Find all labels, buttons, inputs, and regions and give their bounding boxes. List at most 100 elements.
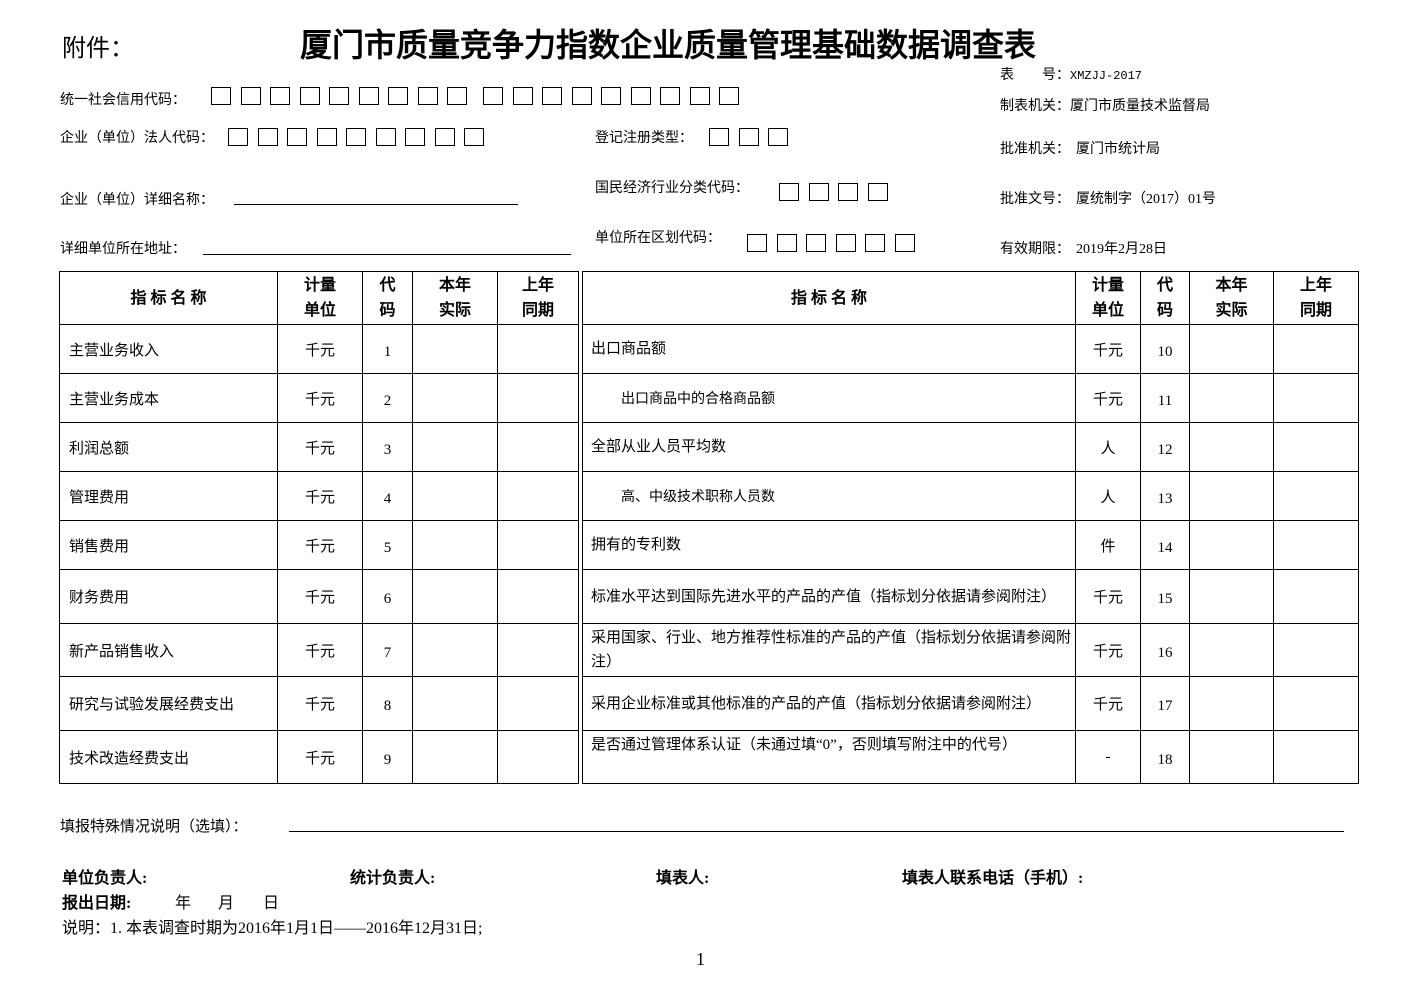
last-year-value-cell[interactable] <box>1273 324 1359 374</box>
current-value-cell[interactable] <box>412 569 498 624</box>
code-digit-box[interactable] <box>228 128 248 146</box>
last-year-value-cell[interactable] <box>1273 569 1359 624</box>
header-code-line2: 码 <box>379 302 396 319</box>
last-year-value-cell[interactable] <box>497 422 579 472</box>
address-input[interactable] <box>203 254 571 255</box>
table-row: 利润总额 千元 3 全部从业人员平均数人 12 <box>59 422 1359 472</box>
code-digit-box[interactable] <box>865 234 885 252</box>
code-digit-box[interactable] <box>709 128 729 146</box>
last-year-value-cell[interactable] <box>497 730 579 784</box>
industry-code-boxes[interactable] <box>779 183 897 201</box>
code-digit-box[interactable] <box>808 183 829 201</box>
code-digit-box[interactable] <box>434 128 455 146</box>
code-digit-box[interactable] <box>316 128 337 146</box>
code-digit-box[interactable] <box>447 87 467 105</box>
last-year-value-cell[interactable] <box>497 520 579 570</box>
code-digit-box[interactable] <box>835 234 856 252</box>
indicator-code: 5 <box>362 520 413 570</box>
indicator-code: 12 <box>1140 422 1190 472</box>
last-year-value-cell[interactable] <box>497 324 579 374</box>
code-digit-box[interactable] <box>601 87 621 105</box>
current-value-cell[interactable] <box>412 520 498 570</box>
last-year-value-cell[interactable] <box>1273 623 1359 677</box>
current-value-cell[interactable] <box>412 676 498 731</box>
indicator-unit: 件 <box>1075 520 1141 570</box>
code-digit-box[interactable] <box>894 234 915 252</box>
current-value-cell[interactable] <box>412 623 498 677</box>
current-value-cell[interactable] <box>412 471 498 521</box>
code-digit-box[interactable] <box>257 128 278 146</box>
code-digit-box[interactable] <box>660 87 680 105</box>
reg-type-boxes[interactable] <box>709 128 798 146</box>
code-digit-box[interactable] <box>240 87 261 105</box>
last-year-value-cell[interactable] <box>1273 373 1359 423</box>
code-digit-box[interactable] <box>571 87 592 105</box>
form-number-value: XMZJJ-2017 <box>1070 69 1143 83</box>
current-value-cell[interactable] <box>412 373 498 423</box>
current-value-cell[interactable] <box>1189 730 1274 784</box>
credit-code-boxes-1[interactable] <box>211 87 477 105</box>
current-value-cell[interactable] <box>412 422 498 472</box>
current-value-cell[interactable] <box>1189 676 1274 731</box>
code-digit-box[interactable] <box>299 87 320 105</box>
code-digit-box[interactable] <box>405 128 425 146</box>
code-digit-box[interactable] <box>747 234 767 252</box>
table-header: 指 标 名 称计量 单位代码本年 实际 上年 同期指 标 名 称计量 单位代码本年 实际 上年… <box>59 271 1359 325</box>
code-digit-box[interactable] <box>512 87 533 105</box>
code-digit-box[interactable] <box>776 234 797 252</box>
code-digit-box[interactable] <box>270 87 290 105</box>
code-digit-box[interactable] <box>806 234 826 252</box>
current-value-cell[interactable] <box>1189 422 1274 472</box>
code-digit-box[interactable] <box>838 183 858 201</box>
last-year-value-cell[interactable] <box>497 676 579 731</box>
legal-code-boxes[interactable] <box>228 128 494 146</box>
code-digit-box[interactable] <box>779 183 799 201</box>
code-digit-box[interactable] <box>375 128 396 146</box>
last-year-value-cell[interactable] <box>1273 676 1359 731</box>
code-digit-box[interactable] <box>464 128 484 146</box>
last-year-value-cell[interactable] <box>1273 422 1359 472</box>
current-value-cell[interactable] <box>1189 324 1274 374</box>
code-digit-box[interactable] <box>542 87 562 105</box>
code-digit-box[interactable] <box>867 183 888 201</box>
code-digit-box[interactable] <box>738 128 759 146</box>
last-year-value-cell[interactable] <box>497 373 579 423</box>
current-value-cell[interactable] <box>1189 569 1274 624</box>
special-note-label: 填报特殊情况说明（选填）： <box>60 819 248 835</box>
indicator-code: 17 <box>1140 676 1190 731</box>
code-digit-box[interactable] <box>287 128 307 146</box>
code-digit-box[interactable] <box>768 128 788 146</box>
code-digit-box[interactable] <box>483 87 503 105</box>
last-year-value-cell[interactable] <box>497 569 579 624</box>
region-code-boxes[interactable] <box>747 234 924 252</box>
code-digit-box[interactable] <box>346 128 366 146</box>
credit-code-boxes-2[interactable] <box>483 87 749 105</box>
current-value-cell[interactable] <box>1189 520 1274 570</box>
code-digit-box[interactable] <box>630 87 651 105</box>
code-digit-box[interactable] <box>358 87 379 105</box>
header-code: 代码 <box>362 271 413 325</box>
special-note-input[interactable] <box>289 831 1344 832</box>
current-value-cell[interactable] <box>412 324 498 374</box>
current-value-cell[interactable] <box>1189 373 1274 423</box>
code-digit-box[interactable] <box>719 87 739 105</box>
code-digit-box[interactable] <box>689 87 710 105</box>
indicator-table: 指 标 名 称计量 单位代码本年 实际 上年 同期指 标 名 称计量 单位代码本年 实际 上年… <box>59 271 1359 784</box>
last-year-value-cell[interactable] <box>1273 471 1359 521</box>
current-value-cell[interactable] <box>1189 623 1274 677</box>
last-year-value-cell[interactable] <box>497 471 579 521</box>
code-digit-box[interactable] <box>329 87 349 105</box>
code-digit-box[interactable] <box>417 87 438 105</box>
header-current-line1: 本年 <box>438 277 471 294</box>
indicator-name: 技术改造经费支出 <box>59 730 278 784</box>
code-digit-box[interactable] <box>388 87 408 105</box>
last-year-value-cell[interactable] <box>1273 730 1359 784</box>
last-year-value-cell[interactable] <box>497 623 579 677</box>
valid-period-label: 有效期限： <box>1000 242 1070 257</box>
code-digit-box[interactable] <box>211 87 231 105</box>
indicator-name: 拥有的专利数 <box>582 520 1076 570</box>
current-value-cell[interactable] <box>412 730 498 784</box>
full-name-input[interactable] <box>234 204 518 205</box>
last-year-value-cell[interactable] <box>1273 520 1359 570</box>
current-value-cell[interactable] <box>1189 471 1274 521</box>
